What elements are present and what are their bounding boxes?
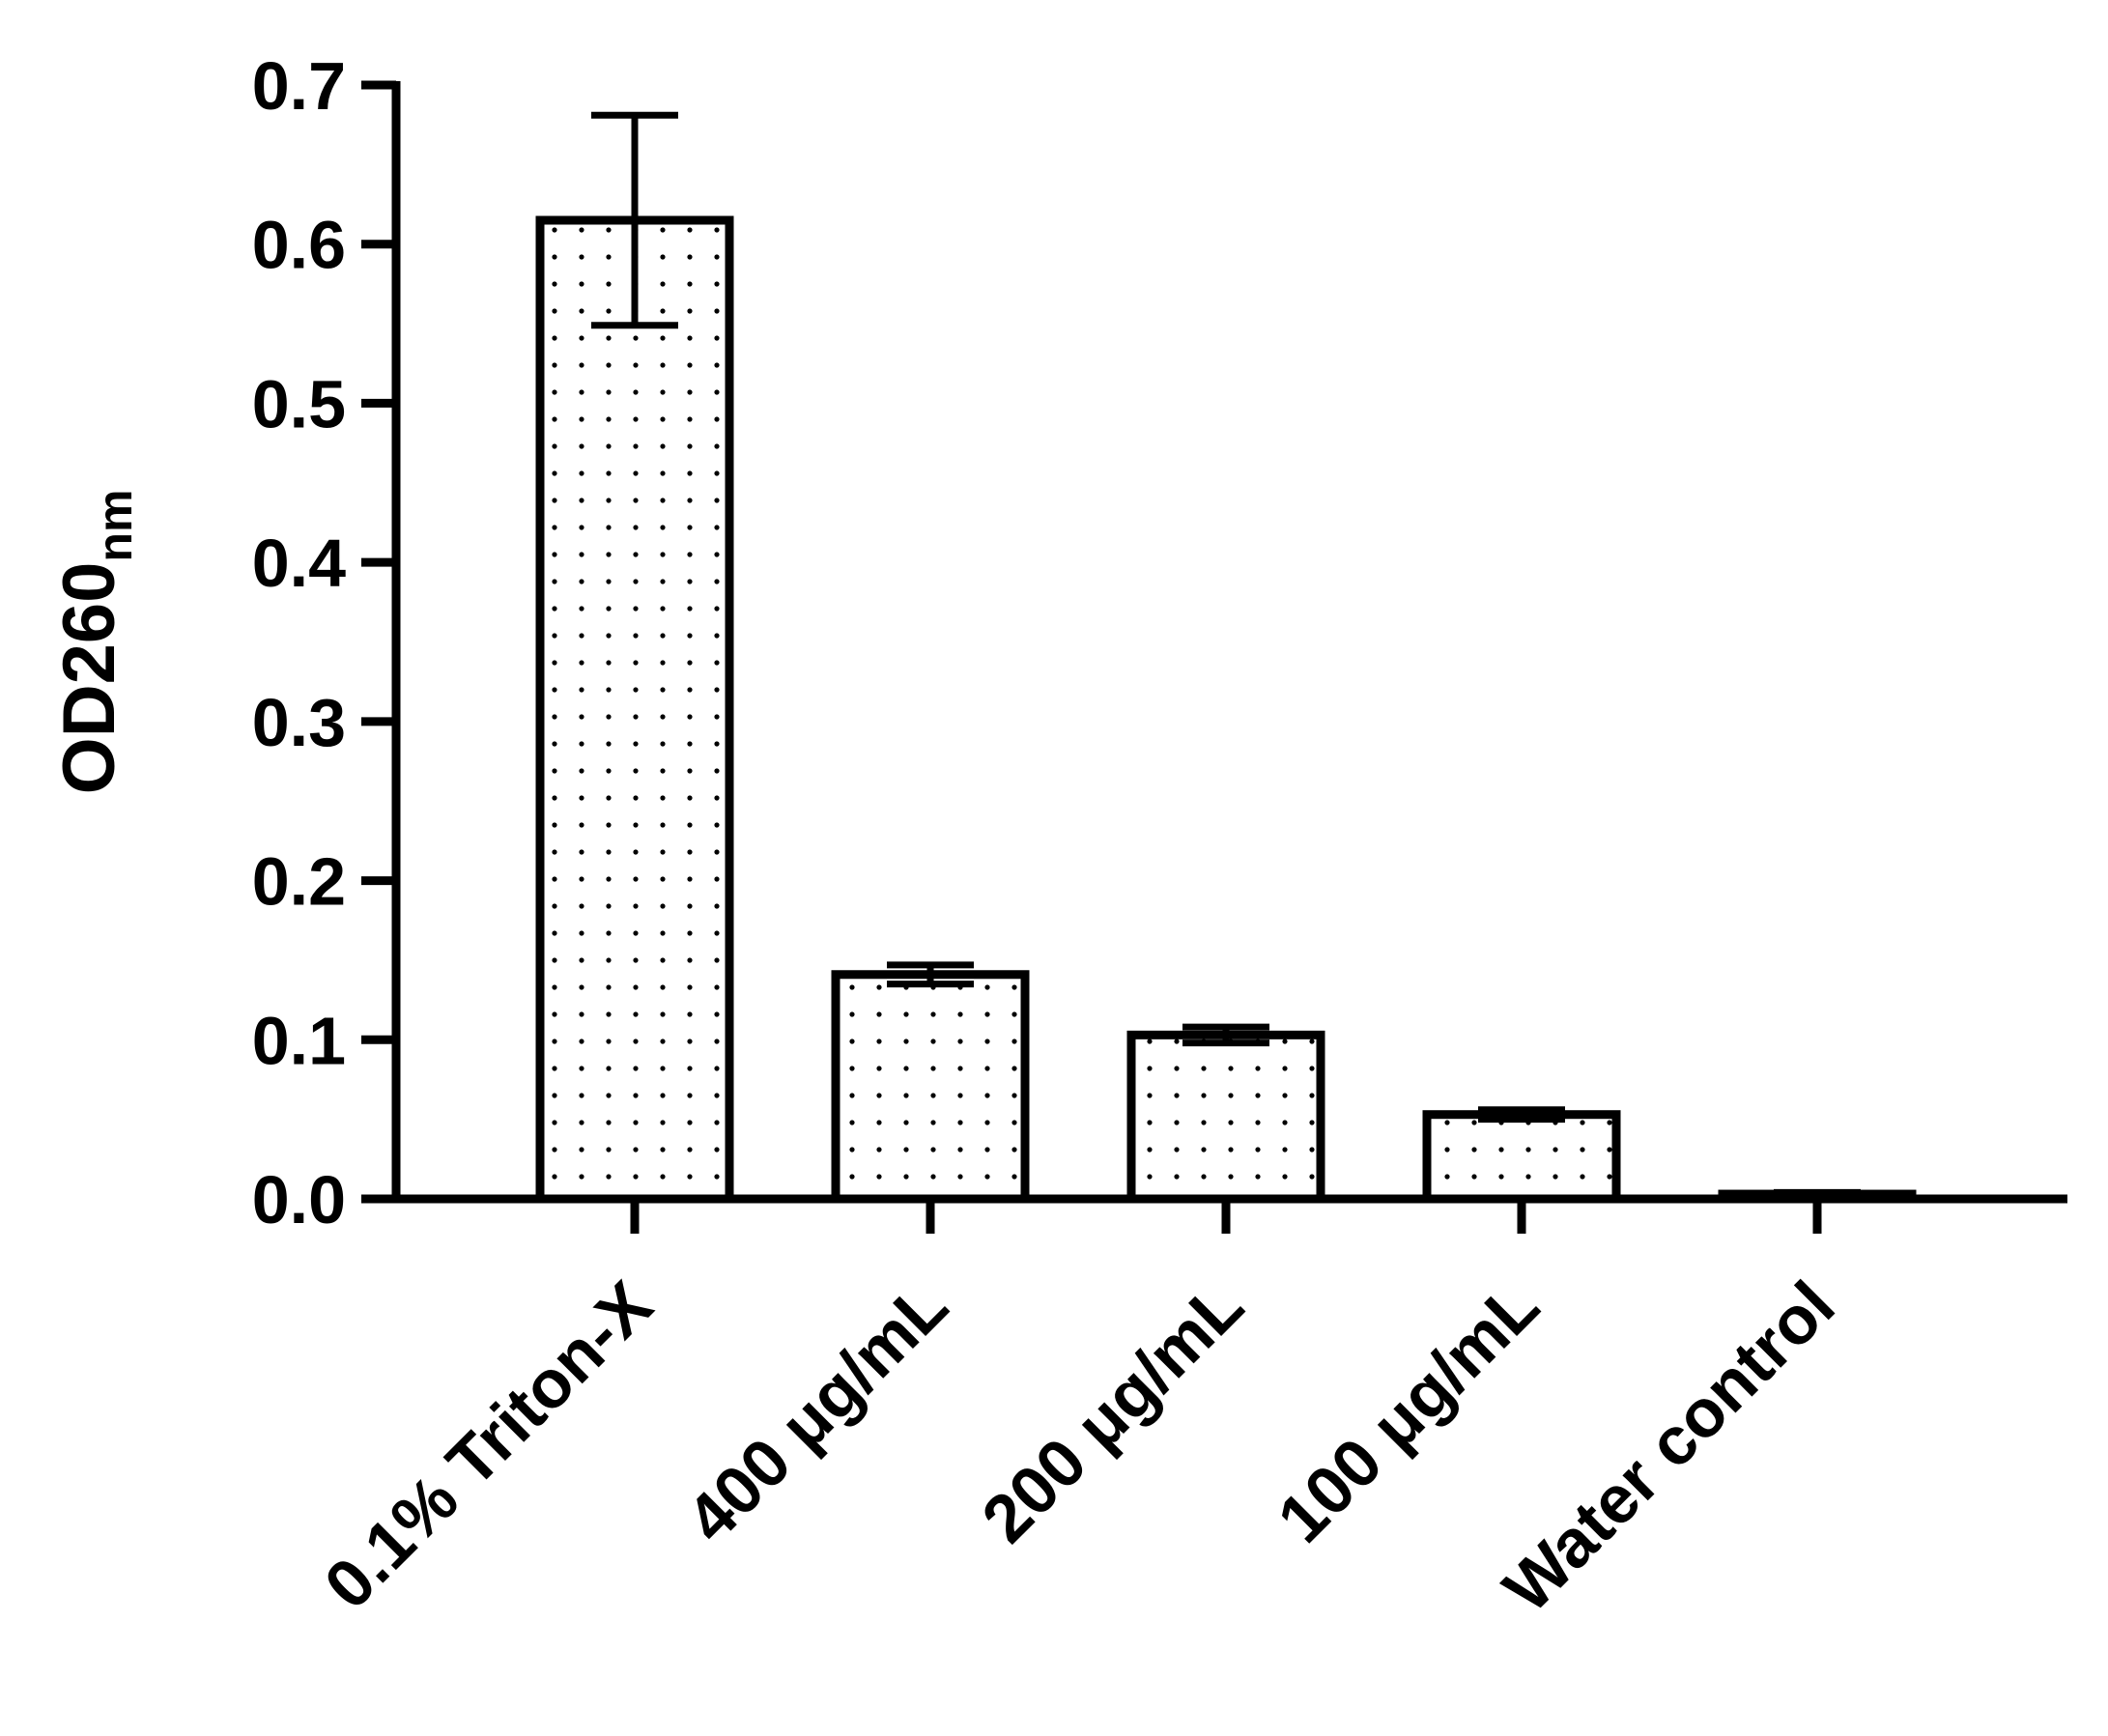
bar — [1126, 1030, 1325, 1204]
axes — [361, 80, 2067, 1234]
x-category-label: 200 μg/mL — [968, 1266, 1258, 1556]
y-axis-title-subscript: nm — [88, 490, 142, 562]
bar — [831, 970, 1030, 1204]
y-tick-label: 0.1 — [252, 1003, 346, 1078]
y-tick-label: 0.5 — [252, 366, 346, 441]
x-category-label: 400 μg/mL — [672, 1266, 962, 1556]
bar — [1422, 1110, 1621, 1204]
y-axis-title-main: OD260 — [48, 562, 130, 795]
error-bar — [1478, 1106, 1565, 1124]
x-category-label: 100 μg/mL — [1264, 1266, 1553, 1556]
error-bars — [591, 111, 1861, 1200]
error-bar — [887, 961, 974, 988]
error-bar — [591, 111, 678, 329]
bars — [535, 215, 1917, 1204]
y-tick-label: 0.7 — [252, 48, 346, 124]
error-bar — [1182, 1023, 1269, 1047]
labels: OD260nm 0.0 0.1 0.2 0.3 0.4 0.5 0.6 0.7 0.1% Tri… — [48, 48, 1849, 1627]
y-axis-title: OD260nm — [48, 490, 142, 795]
y-tick-label: 0.0 — [252, 1162, 346, 1238]
y-tick-label: 0.6 — [252, 208, 346, 283]
y-tick-label: 0.4 — [252, 526, 346, 601]
y-tick-label: 0.3 — [252, 685, 346, 760]
x-category-label: 0.1% Triton-X — [310, 1266, 667, 1623]
y-tick-label: 0.2 — [252, 844, 346, 920]
bar — [535, 215, 734, 1204]
